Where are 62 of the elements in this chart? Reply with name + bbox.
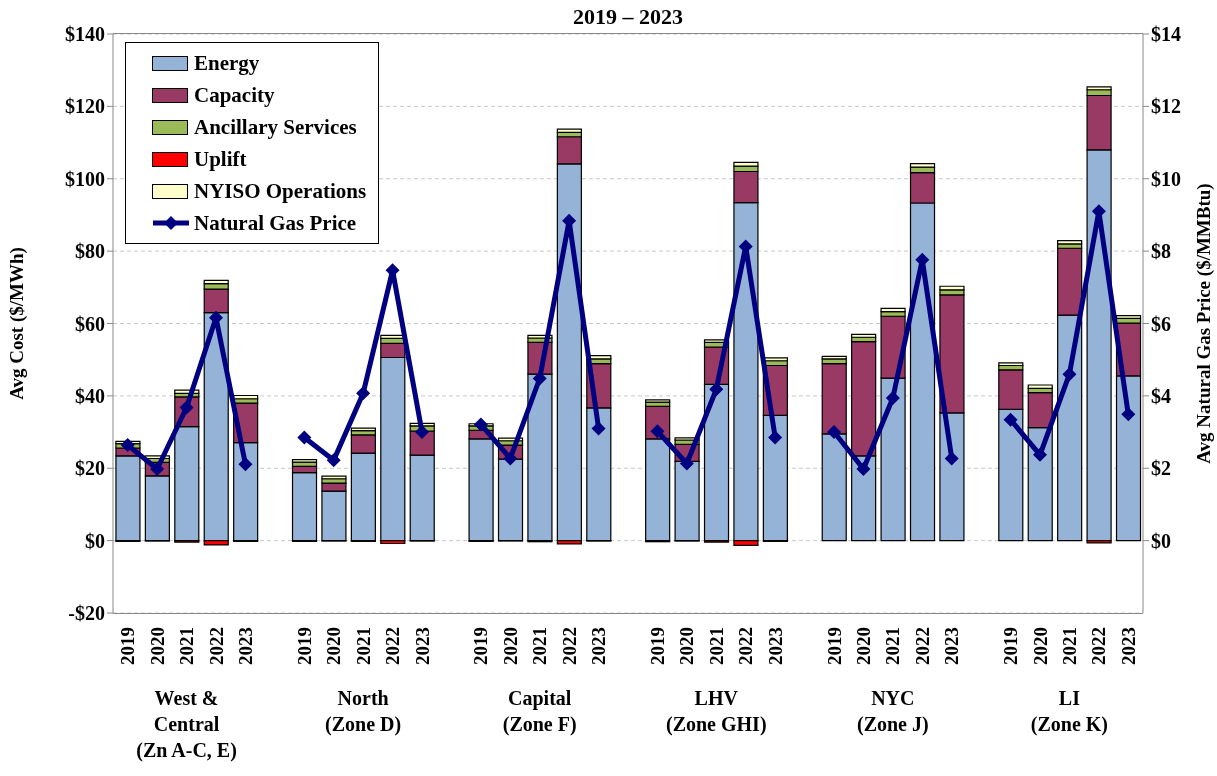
- y2-tick-label: $6: [1151, 312, 1171, 335]
- legend-label: Ancillary Services: [194, 114, 357, 140]
- x-tick-label: 2022: [382, 627, 404, 665]
- x-tick-label: 2021: [176, 627, 198, 665]
- x-tick-label: 2021: [352, 627, 374, 665]
- y2-axis-title: Avg Natural Gas Price ($/MMBtu): [1192, 183, 1215, 464]
- text: Capital (Zone F): [501, 686, 578, 737]
- x-tick-label: 2021: [1058, 627, 1080, 665]
- x-tick-label: 2019: [823, 627, 845, 665]
- x-tick-label: 2022: [205, 627, 227, 665]
- x-tick-label: 2021: [882, 627, 904, 665]
- y-tick-label: $20: [75, 457, 105, 480]
- x-tick-label: 2023: [234, 627, 256, 665]
- legend-label: Energy: [194, 50, 260, 76]
- y2-tick-label: $10: [1151, 167, 1181, 190]
- y-tick-label: $0: [85, 529, 105, 552]
- y-tick-label: $60: [75, 312, 105, 335]
- legend-label: Natural Gas Price: [194, 210, 357, 236]
- y2-tick-label: $14: [1151, 23, 1181, 46]
- y-tick-label: $140: [65, 23, 105, 46]
- text: LI (Zone K): [1029, 686, 1110, 737]
- x-tick-label: 2020: [146, 627, 168, 665]
- chart-title: 2019 – 2023: [572, 4, 684, 30]
- text: West & Central (Zn A-C, E): [135, 686, 238, 763]
- x-tick-label: 2019: [1000, 627, 1022, 665]
- y2-tick-label: $8: [1151, 240, 1171, 263]
- x-tick-label: 2021: [529, 627, 551, 665]
- x-tick-label: 2020: [676, 627, 698, 665]
- y2-tick-label: $4: [1151, 384, 1171, 407]
- text: LHV (Zone GHI): [665, 686, 768, 737]
- x-tick-label: 2023: [1117, 627, 1139, 665]
- x-tick-label: 2019: [293, 627, 315, 665]
- x-tick-label: 2022: [558, 627, 580, 665]
- x-tick-label: 2020: [1029, 627, 1051, 665]
- y-tick-label: $80: [75, 240, 105, 263]
- y2-tick-label: $2: [1151, 457, 1171, 480]
- x-tick-label: 2020: [499, 627, 521, 665]
- x-tick-label: 2023: [764, 627, 786, 665]
- y2-tick-label: $12: [1151, 95, 1181, 118]
- x-tick-label: 2023: [411, 627, 433, 665]
- legend-label: Uplift: [194, 146, 247, 172]
- y-tick-label: $120: [65, 95, 105, 118]
- x-tick-label: 2020: [852, 627, 874, 665]
- text: North (Zone D): [324, 686, 403, 737]
- x-tick-label: 2022: [735, 627, 757, 665]
- y-tick-label: -$20: [68, 602, 105, 625]
- x-tick-label: 2019: [470, 627, 492, 665]
- legend-label: NYISO Operations: [194, 178, 367, 204]
- y-tick-label: $40: [75, 384, 105, 407]
- x-tick-label: 2023: [941, 627, 963, 665]
- x-tick-label: 2020: [323, 627, 345, 665]
- y2-tick-label: $0: [1151, 529, 1171, 552]
- x-tick-label: 2021: [705, 627, 727, 665]
- legend-label: Capacity: [194, 82, 275, 108]
- y-tick-label: $100: [65, 167, 105, 190]
- text: NYC (Zone J): [856, 686, 930, 737]
- y-axis-title: Avg Cost ($/MWh): [5, 247, 28, 400]
- x-tick-label: 2019: [646, 627, 668, 665]
- x-tick-label: 2022: [1088, 627, 1110, 665]
- x-tick-label: 2019: [117, 627, 139, 665]
- x-tick-label: 2023: [588, 627, 610, 665]
- x-tick-label: 2022: [911, 627, 933, 665]
